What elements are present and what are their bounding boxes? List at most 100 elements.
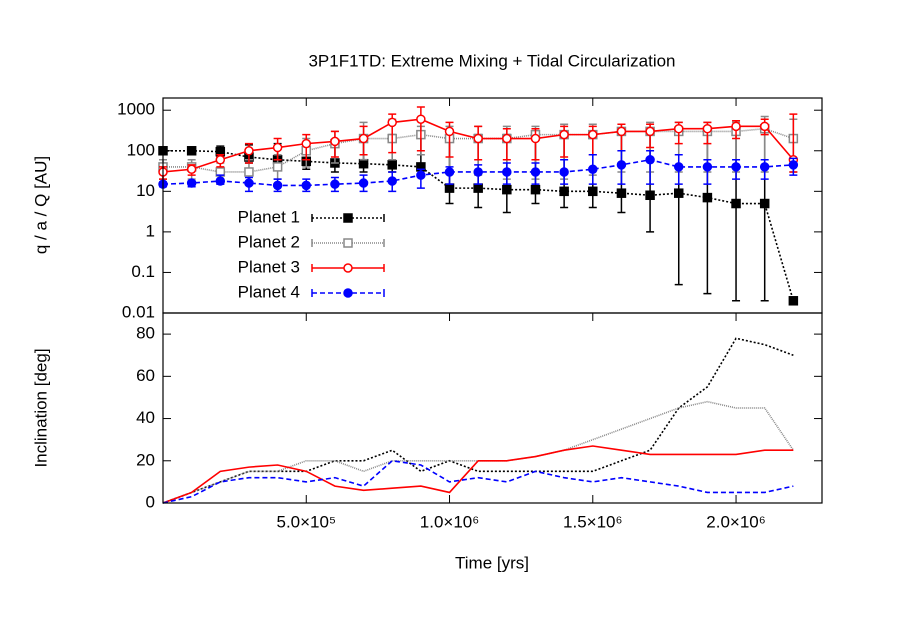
point [588, 186, 598, 197]
series-line [162, 445, 794, 504]
point [444, 183, 455, 193]
point [186, 178, 197, 188]
point [731, 121, 741, 132]
legend-marker [343, 213, 353, 223]
point [186, 146, 197, 156]
point [559, 186, 569, 197]
point [702, 123, 713, 134]
point [530, 184, 541, 195]
y-tick-label: 0.01 [122, 302, 155, 321]
legend-label: Planet 1 [238, 207, 300, 226]
point [645, 190, 655, 201]
point [244, 146, 254, 156]
point [731, 162, 741, 172]
legend-marker [343, 263, 353, 273]
point [616, 160, 627, 170]
point [673, 188, 684, 198]
point [759, 198, 770, 209]
chart-title: 3P1F1TD: Extreme Mixing + Tidal Circular… [308, 51, 675, 70]
legend-label: Planet 4 [238, 282, 300, 301]
point [301, 180, 312, 191]
series-line [162, 400, 795, 504]
legend-caps [311, 214, 385, 222]
y-tick-label: 1 [146, 221, 155, 240]
y-axis-label: Inclination [deg] [31, 348, 50, 467]
point [502, 184, 512, 195]
point [272, 162, 283, 172]
error-bar [416, 106, 425, 152]
point [358, 133, 369, 144]
y-tick-label: 80 [136, 324, 155, 343]
legend-caps [311, 289, 385, 297]
point [444, 167, 455, 177]
point [416, 170, 426, 180]
point [559, 129, 569, 140]
legend-caps [311, 239, 385, 247]
point [645, 155, 655, 165]
y-tick-label: 10 [136, 181, 155, 200]
legend-marker [343, 238, 353, 248]
y-axis-label: q / a / Q [AU] [31, 156, 50, 254]
point [616, 126, 627, 137]
point [673, 162, 684, 172]
point [702, 192, 713, 203]
point [530, 167, 541, 177]
error-bar [502, 127, 511, 161]
y-tick-label: 0.1 [131, 262, 155, 281]
plot-frame [162, 97, 823, 314]
x-axis-label: Time [yrs] [455, 553, 529, 572]
x-tick-label: 1.5×10⁶ [563, 512, 622, 531]
y-tick-label: 20 [136, 450, 155, 469]
point [759, 121, 770, 132]
series-line [162, 459, 794, 504]
point [788, 296, 799, 306]
y-tick-label: 40 [136, 408, 155, 427]
point [473, 183, 483, 193]
y-tick-label: 100 [127, 140, 155, 159]
point [358, 178, 369, 188]
point [301, 138, 312, 149]
point [244, 167, 254, 177]
point [272, 142, 283, 153]
legend-marker [343, 288, 353, 298]
point [673, 123, 684, 134]
point [616, 188, 627, 198]
legend-label: Planet 3 [238, 257, 300, 276]
series-line [162, 337, 794, 504]
x-tick-label: 1.0×10⁶ [420, 512, 479, 531]
plot-frame [162, 312, 823, 504]
y-tick-label: 1000 [117, 100, 155, 119]
y-tick-label: 60 [136, 366, 155, 385]
point [702, 162, 713, 172]
point [645, 126, 655, 137]
point [473, 167, 483, 177]
x-tick-label: 5.0×10⁵ [276, 512, 336, 531]
point [588, 164, 598, 175]
legend-label: Planet 2 [238, 232, 300, 251]
point [387, 160, 397, 170]
point [186, 164, 197, 175]
point [387, 117, 397, 128]
point [358, 158, 369, 169]
point [473, 133, 483, 144]
series-line [163, 149, 795, 302]
point [387, 176, 397, 186]
point [502, 167, 512, 177]
point [215, 176, 226, 186]
y-tick-label: 0 [146, 492, 155, 511]
point [559, 167, 569, 177]
x-tick-label: 2.0×10⁶ [706, 512, 765, 531]
point [330, 179, 340, 189]
point [759, 162, 770, 172]
point [416, 114, 426, 124]
point [530, 133, 541, 144]
legend-caps [311, 264, 385, 272]
point [215, 155, 226, 165]
point [788, 160, 799, 170]
point [502, 133, 512, 144]
point [731, 198, 741, 209]
point [588, 129, 598, 140]
point [272, 180, 283, 191]
point [444, 126, 455, 137]
